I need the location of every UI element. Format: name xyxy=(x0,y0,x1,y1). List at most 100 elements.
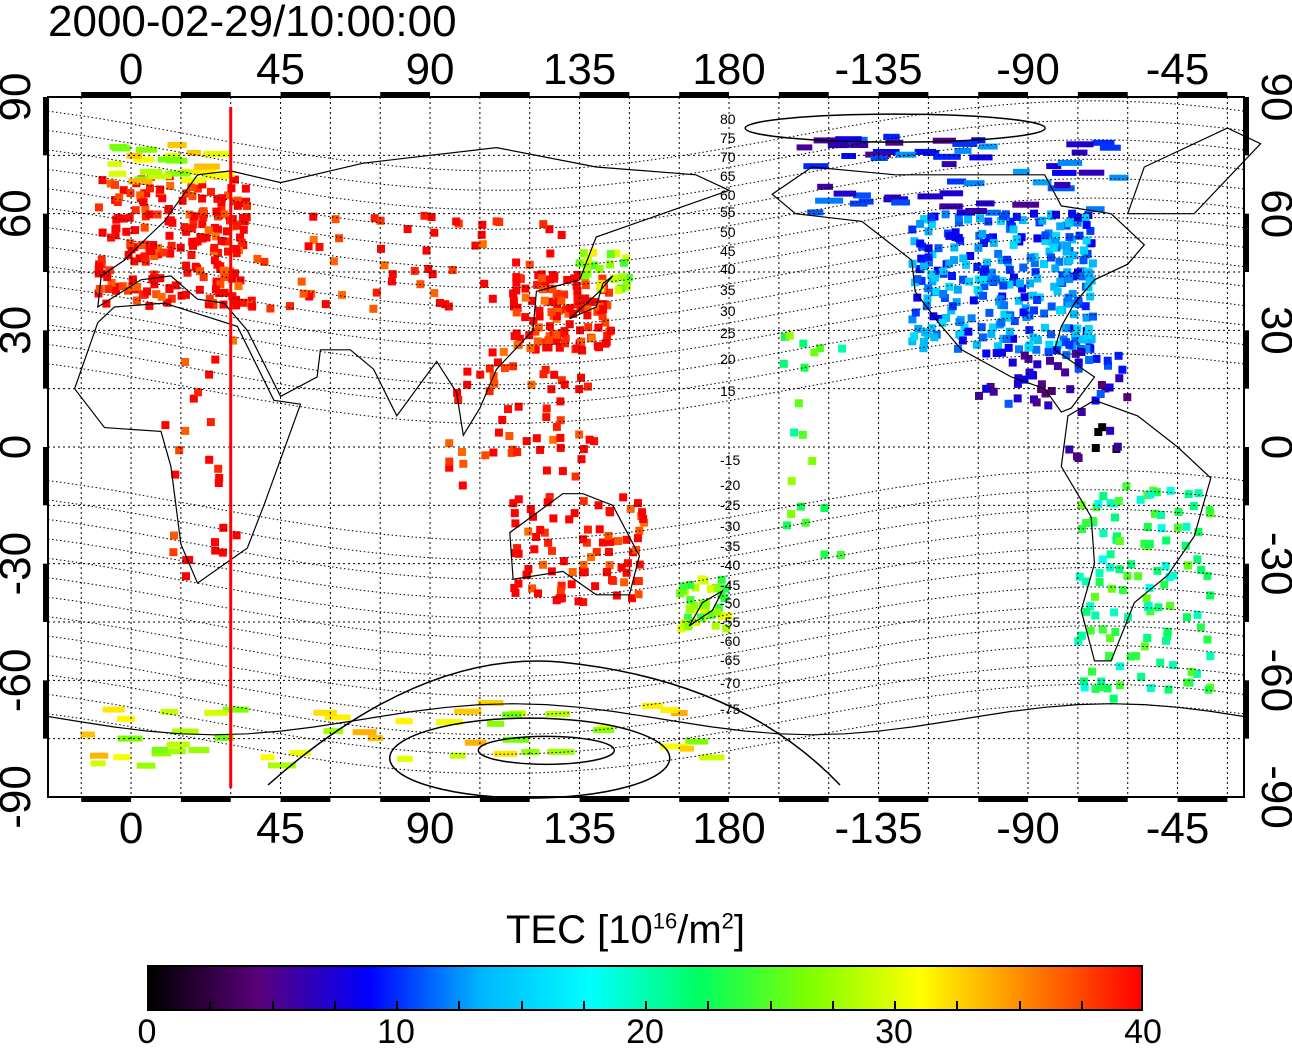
tec-point xyxy=(215,473,224,482)
tec-point xyxy=(268,762,296,769)
tec-point xyxy=(691,583,700,592)
tec-point xyxy=(1096,390,1105,398)
tec-point xyxy=(194,388,203,397)
tec-point xyxy=(1115,374,1124,383)
tec-point xyxy=(619,493,628,502)
tec-point xyxy=(570,274,579,283)
tec-point xyxy=(525,260,534,269)
tec-point xyxy=(94,203,103,212)
tec-point xyxy=(938,266,947,275)
tec-point xyxy=(459,459,468,468)
frame-bar xyxy=(380,92,431,97)
tec-point xyxy=(157,292,166,301)
tec-point xyxy=(217,205,226,214)
tec-point xyxy=(833,190,857,197)
tec-point xyxy=(485,364,494,373)
tec-point xyxy=(229,197,238,206)
tec-point xyxy=(1163,632,1172,641)
tec-point xyxy=(543,498,552,507)
bottom-lon-label: -90 xyxy=(996,804,1060,853)
top-lon-label: 45 xyxy=(256,45,305,94)
tec-point xyxy=(177,291,186,300)
tec-point xyxy=(236,276,245,285)
tec-point xyxy=(132,296,141,305)
tec-point xyxy=(605,288,613,297)
tec-point xyxy=(128,178,153,185)
tec-point xyxy=(972,340,981,349)
tec-point xyxy=(989,387,998,396)
tec-point xyxy=(606,326,615,335)
contour-label: 75 xyxy=(720,130,736,146)
tec-point xyxy=(430,289,439,298)
contour-label: 65 xyxy=(720,168,736,184)
tec-point xyxy=(239,225,248,234)
tec-point xyxy=(1032,179,1052,186)
tec-point xyxy=(950,243,959,252)
tec-point xyxy=(952,298,961,307)
tec-point xyxy=(1078,272,1087,281)
tec-point xyxy=(476,370,485,379)
tec-point xyxy=(606,537,615,546)
tec-point xyxy=(513,544,522,553)
tec-point xyxy=(997,318,1006,327)
tec-point xyxy=(919,262,928,271)
contour-label: -60 xyxy=(720,633,740,649)
tec-point xyxy=(1069,272,1078,281)
tec-point xyxy=(539,370,548,379)
tec-point xyxy=(335,234,344,243)
tec-point xyxy=(1078,335,1087,344)
tec-point xyxy=(601,339,610,348)
tec-point xyxy=(240,217,249,226)
tec-point xyxy=(997,256,1006,265)
right-lat-label: -90 xyxy=(1252,765,1292,829)
frame-bar xyxy=(180,797,231,802)
tec-point xyxy=(1085,270,1094,278)
tec-point xyxy=(579,535,588,544)
tec-point xyxy=(622,535,631,544)
tec-point xyxy=(547,567,556,576)
tec-point xyxy=(397,755,413,762)
tec-point xyxy=(1099,529,1108,538)
tec-point xyxy=(1106,426,1115,435)
tec-point xyxy=(1156,658,1165,667)
tec-point xyxy=(933,153,961,160)
top-lon-label: -135 xyxy=(835,45,923,94)
tec-point xyxy=(211,538,219,547)
tec-point xyxy=(194,163,220,170)
tec-point xyxy=(175,446,184,455)
tec-point xyxy=(1037,380,1046,389)
tec-point xyxy=(638,508,647,517)
tec-point xyxy=(798,430,807,439)
tec-point xyxy=(522,437,531,446)
colorbar-tick-label: 40 xyxy=(1124,1013,1162,1051)
tec-point xyxy=(323,728,344,735)
axis-labels: 0 45 90 135 180 -135 -90 -45 0 45 90 135 180 -135 -90 -… xyxy=(0,45,1292,853)
tec-point xyxy=(236,233,244,242)
tec-point xyxy=(321,300,330,309)
tec-point xyxy=(511,519,520,528)
tec-point xyxy=(583,303,592,312)
tec-point xyxy=(958,336,967,345)
tec-point xyxy=(591,582,600,591)
tec-point xyxy=(463,367,472,376)
tec-point xyxy=(111,282,120,291)
tec-point xyxy=(515,334,524,343)
tec-point xyxy=(494,428,503,437)
tec-point xyxy=(1086,292,1095,301)
tec-point xyxy=(157,156,180,163)
tec-point xyxy=(1131,652,1140,660)
tec-point xyxy=(1010,317,1019,326)
tec-point xyxy=(598,312,607,321)
tec-point xyxy=(991,275,1000,284)
tec-point xyxy=(577,337,586,346)
tec-point xyxy=(211,232,220,241)
contour-label: 55 xyxy=(720,204,736,220)
tec-point xyxy=(410,266,419,275)
tec-point xyxy=(151,746,168,753)
tec-point xyxy=(1126,652,1135,661)
tec-point xyxy=(532,533,541,541)
tec-point xyxy=(141,257,150,266)
tec-point xyxy=(182,261,191,270)
tec-point xyxy=(464,739,487,746)
tec-point xyxy=(950,256,958,265)
